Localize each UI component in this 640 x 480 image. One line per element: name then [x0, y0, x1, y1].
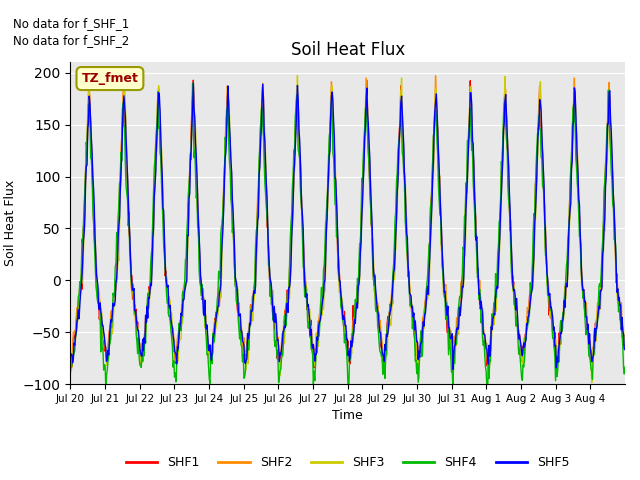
Text: TZ_fmet: TZ_fmet: [81, 72, 138, 85]
Text: No data for f_SHF_2: No data for f_SHF_2: [13, 34, 129, 47]
Y-axis label: Soil Heat Flux: Soil Heat Flux: [4, 180, 17, 266]
X-axis label: Time: Time: [332, 409, 363, 422]
Text: No data for f_SHF_1: No data for f_SHF_1: [13, 17, 129, 30]
Legend: SHF1, SHF2, SHF3, SHF4, SHF5: SHF1, SHF2, SHF3, SHF4, SHF5: [121, 451, 574, 474]
Title: Soil Heat Flux: Soil Heat Flux: [291, 41, 405, 60]
